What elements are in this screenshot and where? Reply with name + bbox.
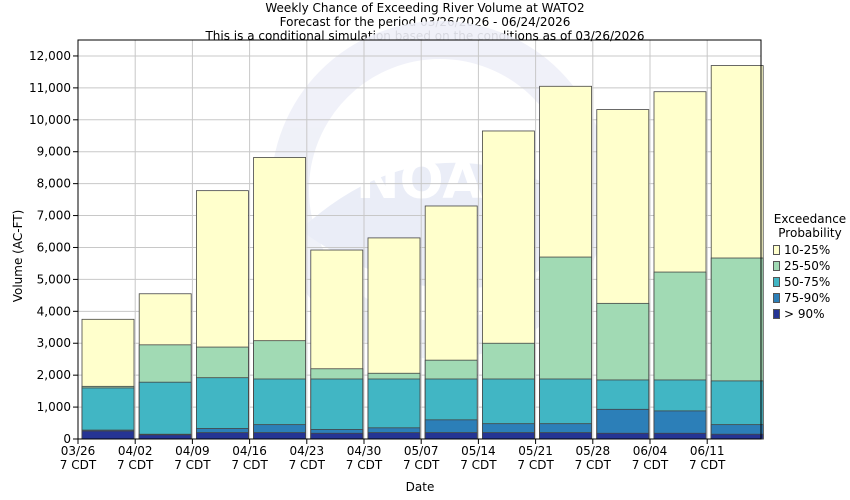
legend-item-gt-90: > 90% [773,306,849,322]
bar-segment [424,432,478,440]
bar-segment [596,432,650,440]
x-tick-label-time: 7 CDT [346,458,383,472]
legend-swatch [773,261,780,271]
bar-segment [138,381,192,440]
x-axis-label: Date [406,480,435,494]
legend-swatch [773,245,780,255]
bars-group [81,65,764,440]
x-tick-label-time: 7 CDT [403,458,440,472]
legend-label: 10-25% [784,243,831,257]
bar-segment [710,433,764,440]
x-tick-label-time: 7 CDT [174,458,211,472]
x-tick-label-date: 03/26 [61,444,96,458]
y-tick-label: 5,000 [37,272,71,286]
x-tick-label-date: 04/16 [232,444,267,458]
x-tick-label-date: 05/14 [461,444,496,458]
bar-segment [310,432,364,440]
y-tick-label: 6,000 [37,240,71,254]
x-tick-label-date: 04/02 [118,444,153,458]
x-tick-label-time: 7 CDT [231,458,268,472]
y-tick-label: 1,000 [37,400,71,414]
chart-title: Weekly Chance of Exceeding River Volume … [265,1,585,15]
x-tick-label-time: 7 CDT [575,458,612,472]
y-tick-label: 9,000 [37,145,71,159]
bar-segment [367,432,421,440]
bar-segment [195,432,249,440]
bar-segment [253,432,307,440]
x-tick-label-time: 7 CDT [517,458,554,472]
y-tick-label: 3,000 [37,336,71,350]
x-tick-label-date: 04/30 [347,444,382,458]
x-tick-label-date: 04/23 [290,444,325,458]
legend-swatch [773,277,780,287]
x-tick-label-time: 7 CDT [60,458,97,472]
x-tick-label-time: 7 CDT [289,458,326,472]
x-tick-label-time: 7 CDT [689,458,726,472]
bar-segment [138,434,192,440]
y-tick-label: 2,000 [37,368,71,382]
bar-segment [481,432,535,440]
legend-label: 25-50% [784,259,831,273]
legend-label: > 90% [784,307,825,321]
x-tick-label-date: 06/11 [690,444,725,458]
x-tick-label-time: 7 CDT [460,458,497,472]
x-tick-label-date: 06/04 [633,444,668,458]
legend: Exceedance Probability 10-25% 25-50% 50-… [771,212,849,322]
legend-swatch [773,309,780,319]
x-tick-label-date: 05/21 [518,444,553,458]
bar-segment [539,432,592,440]
legend-item-25-50: 25-50% [773,258,849,274]
legend-title-line2: Probability [778,226,842,240]
legend-title-line1: Exceedance [773,212,847,226]
y-tick-label: 0 [63,432,71,446]
bar-segment [653,432,707,440]
legend-label: 50-75% [784,275,831,289]
y-tick-label: 4,000 [37,304,71,318]
x-tick-label-date: 05/07 [404,444,439,458]
x-tick-label-date: 05/28 [576,444,611,458]
y-axis-label: Volume (AC-FT) [11,210,25,303]
x-tick-label-time: 7 CDT [117,458,154,472]
y-tick-label: 11,000 [29,81,71,95]
y-tick-label: 7,000 [37,209,71,223]
plot-frame [77,39,762,440]
y-tick-label: 12,000 [29,49,71,63]
y-tick-label: 10,000 [29,113,71,127]
bar-segment [81,430,135,440]
y-axis: 0 1,000 2,000 3,000 4,000 5,000 6,000 7,000 8,00… [29,49,78,446]
x-tick-label-date: 04/09 [175,444,210,458]
legend-item-50-75: 50-75% [773,274,849,290]
legend-label: 75-90% [784,291,831,305]
y-tick-label: 8,000 [37,177,71,191]
bar-segment [310,378,364,440]
x-tick-label-time: 7 CDT [632,458,669,472]
legend-item-75-90: 75-90% [773,290,849,306]
legend-item-10-25: 10-25% [773,242,849,258]
legend-swatch [773,293,780,303]
